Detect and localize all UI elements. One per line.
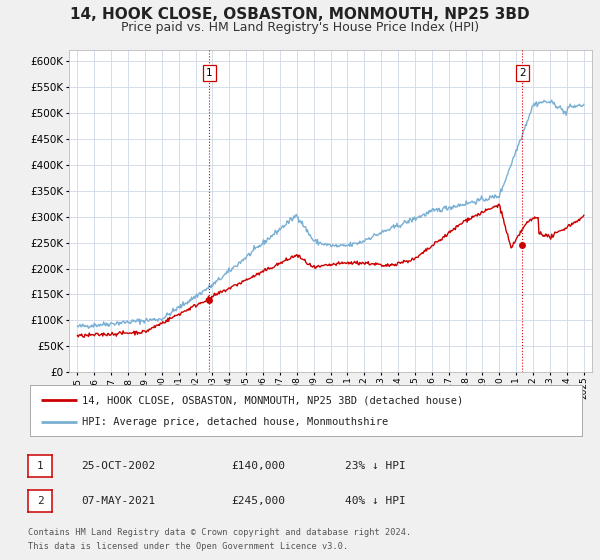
Text: 2: 2 — [37, 496, 44, 506]
Text: Price paid vs. HM Land Registry's House Price Index (HPI): Price paid vs. HM Land Registry's House … — [121, 21, 479, 34]
Text: 1: 1 — [37, 461, 44, 471]
Text: 07-MAY-2021: 07-MAY-2021 — [81, 496, 155, 506]
Text: HPI: Average price, detached house, Monmouthshire: HPI: Average price, detached house, Monm… — [82, 417, 389, 427]
Text: 14, HOOK CLOSE, OSBASTON, MONMOUTH, NP25 3BD (detached house): 14, HOOK CLOSE, OSBASTON, MONMOUTH, NP25… — [82, 395, 464, 405]
Text: 14, HOOK CLOSE, OSBASTON, MONMOUTH, NP25 3BD: 14, HOOK CLOSE, OSBASTON, MONMOUTH, NP25… — [70, 7, 530, 22]
Text: 40% ↓ HPI: 40% ↓ HPI — [345, 496, 406, 506]
Text: 2: 2 — [519, 68, 526, 78]
Text: This data is licensed under the Open Government Licence v3.0.: This data is licensed under the Open Gov… — [28, 542, 349, 551]
Text: £140,000: £140,000 — [231, 461, 285, 471]
Text: 23% ↓ HPI: 23% ↓ HPI — [345, 461, 406, 471]
Text: 25-OCT-2002: 25-OCT-2002 — [81, 461, 155, 471]
Text: Contains HM Land Registry data © Crown copyright and database right 2024.: Contains HM Land Registry data © Crown c… — [28, 528, 412, 536]
Text: 1: 1 — [206, 68, 213, 78]
Text: £245,000: £245,000 — [231, 496, 285, 506]
